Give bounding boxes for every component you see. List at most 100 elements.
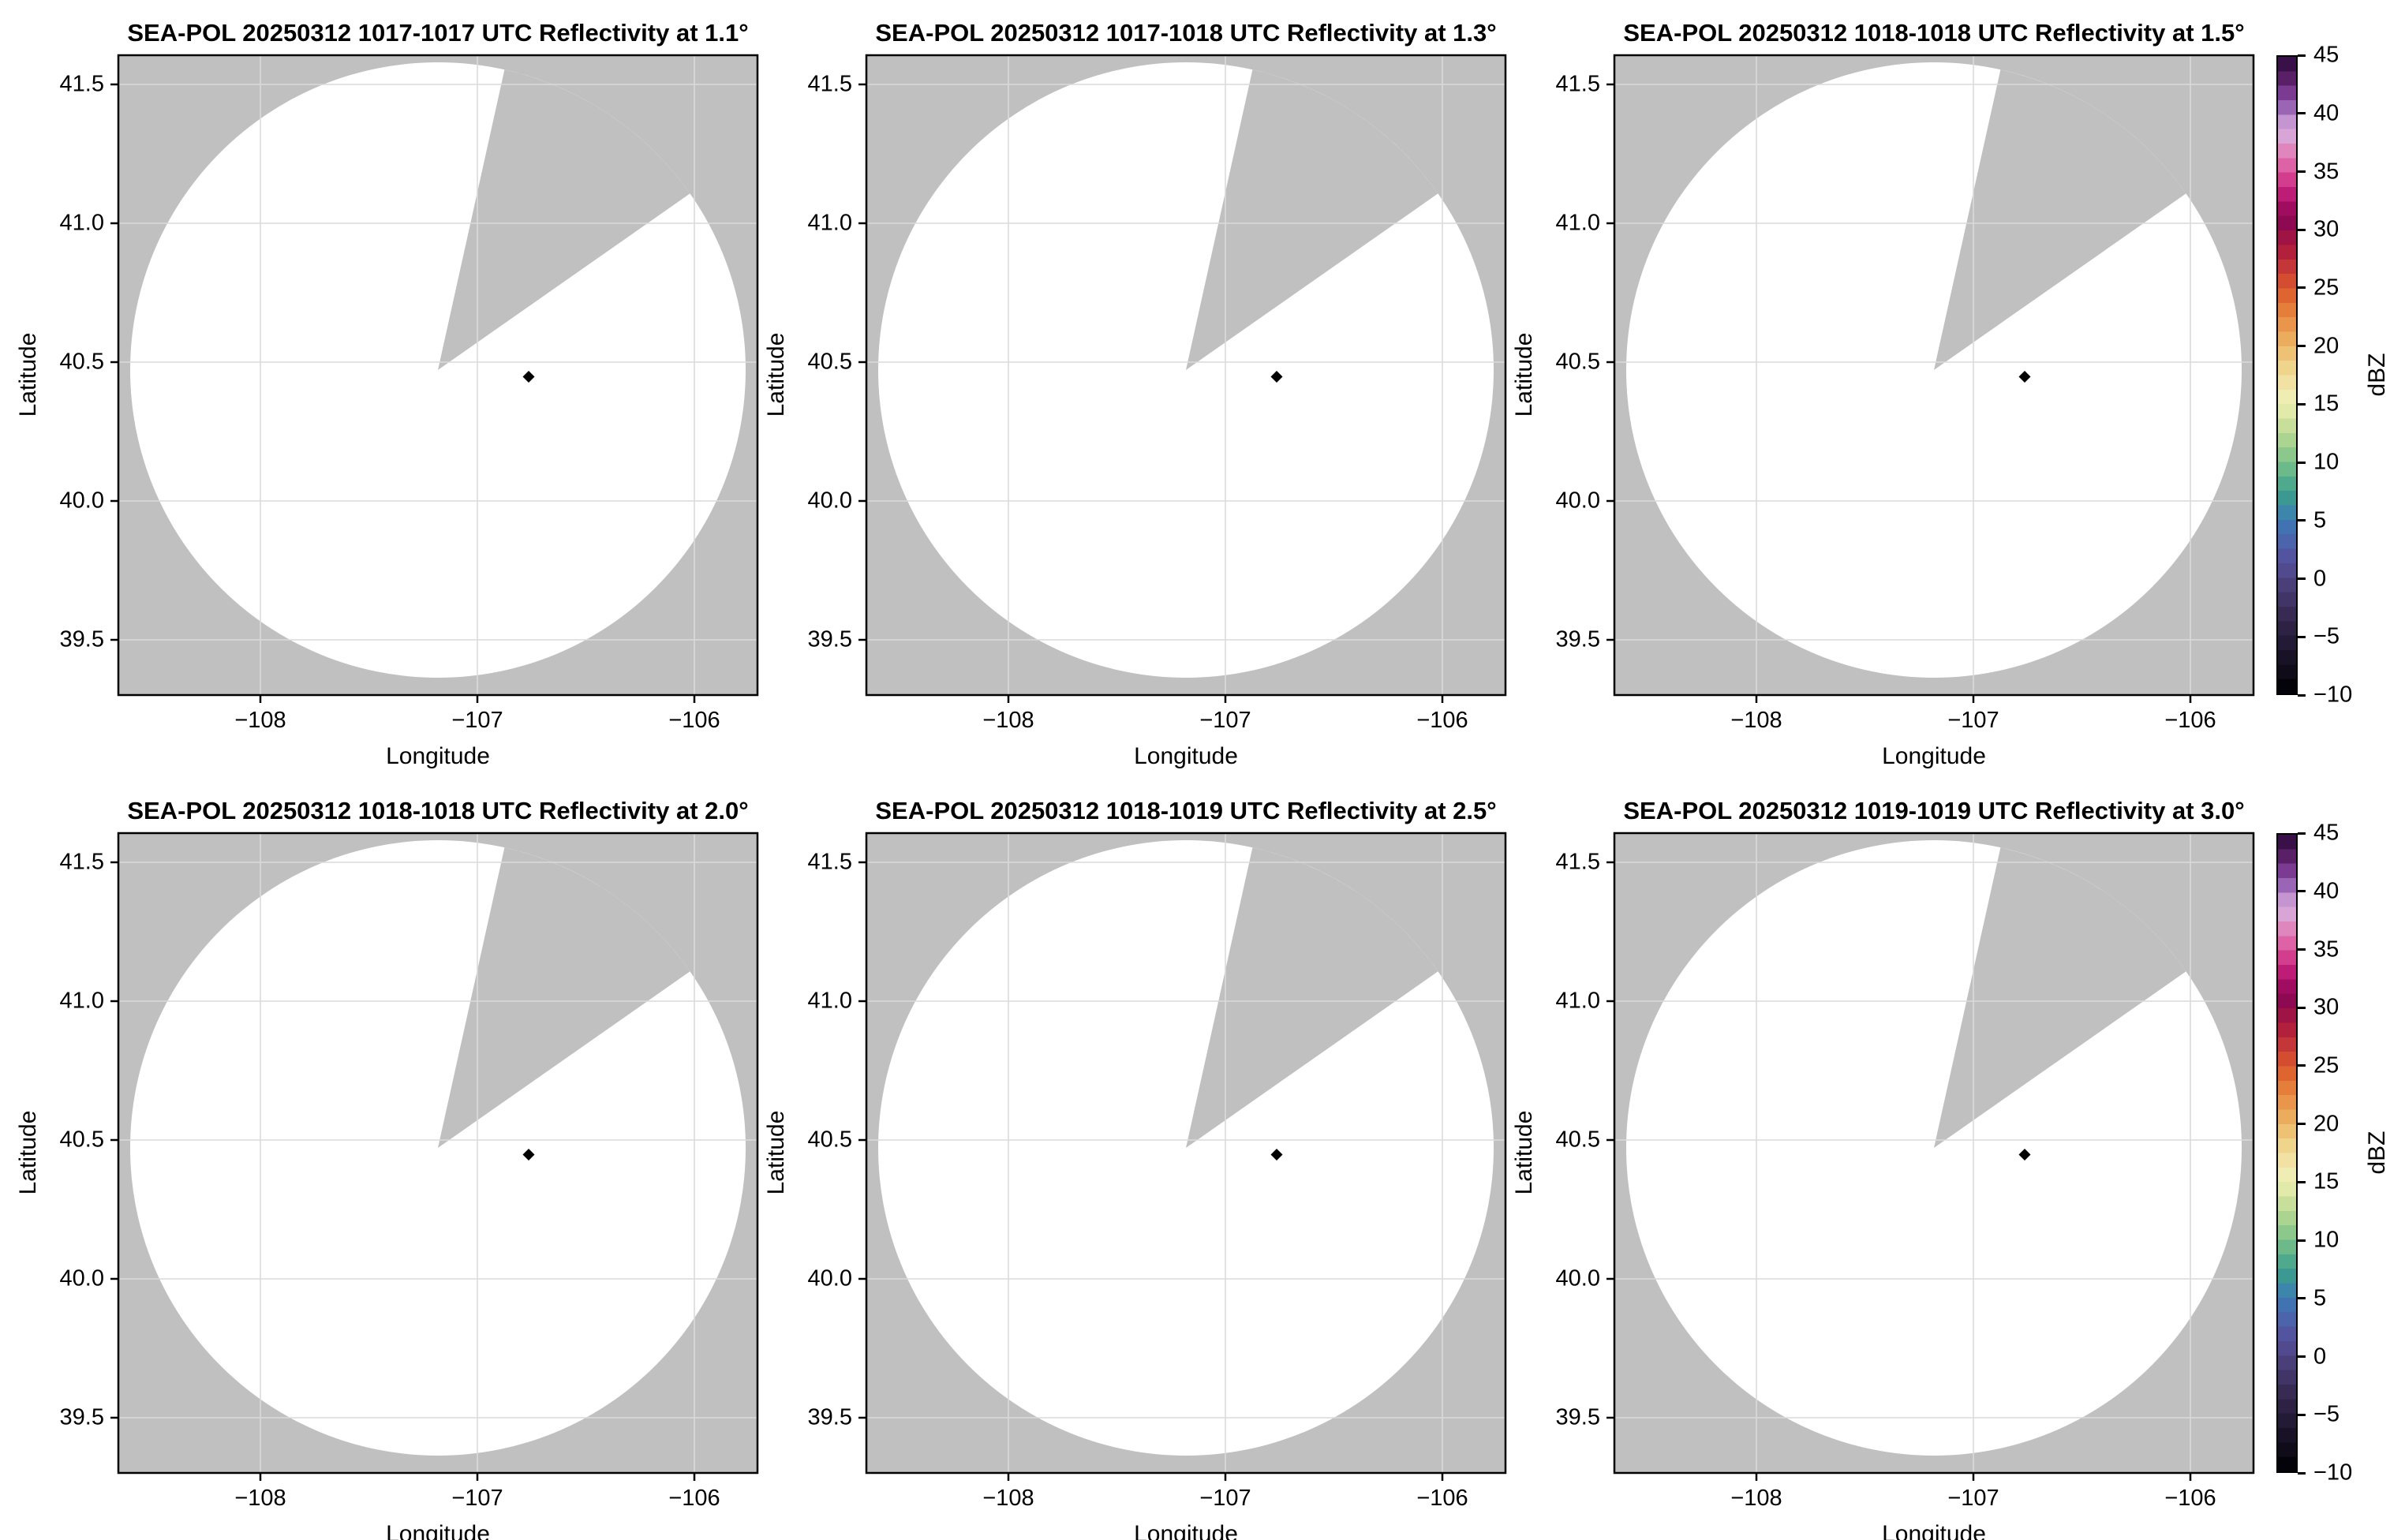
axis-ticks <box>858 83 1444 703</box>
y-tick-label: 39.5 <box>59 1404 104 1430</box>
missing-data-wedge <box>1186 69 1438 371</box>
colorbar-tick-mark <box>2298 170 2306 173</box>
x-tick-label: −106 <box>1416 1486 1468 1511</box>
y-axis-label: Latitude <box>1511 332 1537 417</box>
ppi-plot <box>1606 54 2255 703</box>
y-tick-label: 40.0 <box>1555 488 1600 514</box>
colorbar-tick-label: 5 <box>2313 1285 2327 1311</box>
site-marker-diamond <box>1270 1149 1283 1161</box>
x-tick-label: −106 <box>668 708 720 733</box>
x-axis-label: Longitude <box>1134 1521 1238 1540</box>
site-marker-diamond <box>522 371 535 383</box>
colorbar-tick-label: 0 <box>2313 1344 2327 1369</box>
colorbar-tick-label: 40 <box>2313 100 2340 126</box>
y-tick-label: 41.5 <box>1555 71 1600 97</box>
site-marker-diamond <box>1270 371 1283 383</box>
axis-ticks <box>858 861 1444 1481</box>
x-tick-label: −106 <box>2164 1486 2216 1511</box>
colorbar-tick-label: 20 <box>2313 333 2340 359</box>
y-axis-label: Latitude <box>763 1110 789 1195</box>
x-axis-label: Longitude <box>386 743 490 769</box>
x-tick-label: −106 <box>668 1486 720 1511</box>
y-axis-label: Latitude <box>1511 1110 1537 1195</box>
colorbar-tick-mark <box>2298 832 2306 835</box>
x-tick-label: −108 <box>1730 708 1782 733</box>
x-tick-label: −108 <box>982 1486 1034 1511</box>
colorbar-tick-label: 15 <box>2313 391 2340 417</box>
colorbar-gradient <box>2276 55 2298 695</box>
gridlines <box>866 833 1505 1473</box>
colorbar-tick-label: −10 <box>2313 682 2353 708</box>
missing-data-wedge <box>1186 847 1438 1148</box>
y-tick-label: 40.0 <box>807 488 852 514</box>
colorbar-tick-mark <box>2298 461 2306 464</box>
y-tick-label: 41.0 <box>807 988 852 1014</box>
colorbar-tick-mark <box>2298 948 2306 951</box>
x-tick-label: −106 <box>2164 708 2216 733</box>
y-tick-label: 40.5 <box>807 1127 852 1153</box>
x-tick-label: −107 <box>1947 1486 1999 1511</box>
axis-ticks <box>1606 83 2192 703</box>
colorbar-tick-mark <box>2298 286 2306 290</box>
y-tick-label: 40.0 <box>807 1265 852 1291</box>
gridlines <box>866 55 1505 695</box>
colorbar-tick-label: 0 <box>2313 566 2327 591</box>
colorbar-tick-mark <box>2298 635 2306 638</box>
y-tick-label: 40.0 <box>59 488 104 514</box>
panel-title: SEA-POL 20250312 1018-1018 UTC Reflectiv… <box>127 797 749 824</box>
x-tick-label: −108 <box>234 1486 286 1511</box>
missing-data-wedge <box>1934 69 2186 371</box>
y-tick-label: 39.5 <box>1555 1404 1600 1430</box>
colorbar-gradient <box>2276 833 2298 1473</box>
x-tick-label: −107 <box>451 1486 503 1511</box>
y-tick-label: 40.0 <box>1555 1265 1600 1291</box>
panel-title: SEA-POL 20250312 1018-1018 UTC Reflectiv… <box>1623 19 2245 47</box>
y-tick-label: 39.5 <box>807 626 852 652</box>
colorbar: 45 40 35 30 25 20 15 10 5 0 −5 −10 dBZ <box>2276 43 2405 708</box>
plot-frame <box>1613 832 2255 1475</box>
radar-panel: SEA-POL 20250312 1017-1018 UTC Reflectiv… <box>763 19 1507 769</box>
radar-panel: SEA-POL 20250312 1019-1019 UTC Reflectiv… <box>1511 797 2255 1540</box>
colorbar-tick-mark <box>2298 519 2306 522</box>
x-tick-label: −108 <box>234 708 286 733</box>
gridlines <box>118 833 757 1473</box>
y-tick-label: 41.5 <box>59 71 104 97</box>
x-axis-label: Longitude <box>386 1521 490 1540</box>
colorbar-tick-label: 25 <box>2313 275 2340 301</box>
y-tick-label: 41.5 <box>807 849 852 875</box>
y-tick-label: 39.5 <box>807 1404 852 1430</box>
y-tick-label: 40.5 <box>59 1127 104 1153</box>
x-axis-label: Longitude <box>1882 1521 1986 1540</box>
y-tick-label: 41.5 <box>59 849 104 875</box>
missing-data-wedge <box>1934 847 2186 1148</box>
x-tick-label: −108 <box>982 708 1034 733</box>
radar-panel: SEA-POL 20250312 1018-1018 UTC Reflectiv… <box>15 797 759 1540</box>
missing-data-wedge <box>438 847 690 1148</box>
x-tick-label: −107 <box>1199 708 1251 733</box>
x-tick-label: −107 <box>1947 708 1999 733</box>
colorbar-tick-mark <box>2298 1180 2306 1183</box>
y-tick-label: 41.5 <box>1555 849 1600 875</box>
y-tick-label: 40.5 <box>59 349 104 375</box>
y-tick-label: 40.5 <box>807 349 852 375</box>
colorbar-tick-mark <box>2298 1297 2306 1300</box>
colorbar-tick-mark <box>2298 1413 2306 1416</box>
axis-ticks <box>110 861 696 1481</box>
colorbar-tick-label: 35 <box>2313 159 2340 184</box>
colorbar-tick-label: 10 <box>2313 449 2340 475</box>
y-axis-label: Latitude <box>15 1110 41 1195</box>
colorbar-tick-label: 40 <box>2313 878 2340 904</box>
colorbar-tick-label: 10 <box>2313 1227 2340 1253</box>
y-tick-label: 39.5 <box>59 626 104 652</box>
plot-frame <box>117 54 759 697</box>
colorbar-tick-label: −10 <box>2313 1460 2353 1486</box>
site-marker-diamond <box>2018 371 2031 383</box>
x-tick-label: −107 <box>451 708 503 733</box>
ppi-plot <box>1606 832 2255 1481</box>
colorbar-tick-label: 5 <box>2313 507 2327 533</box>
plot-frame <box>117 832 759 1475</box>
colorbar: 45 40 35 30 25 20 15 10 5 0 −5 −10 dBZ <box>2276 820 2405 1486</box>
colorbar-tick-label: 30 <box>2313 994 2340 1020</box>
colorbar-axis-label: dBZ <box>2364 1131 2390 1175</box>
y-tick-label: 41.0 <box>59 210 104 236</box>
